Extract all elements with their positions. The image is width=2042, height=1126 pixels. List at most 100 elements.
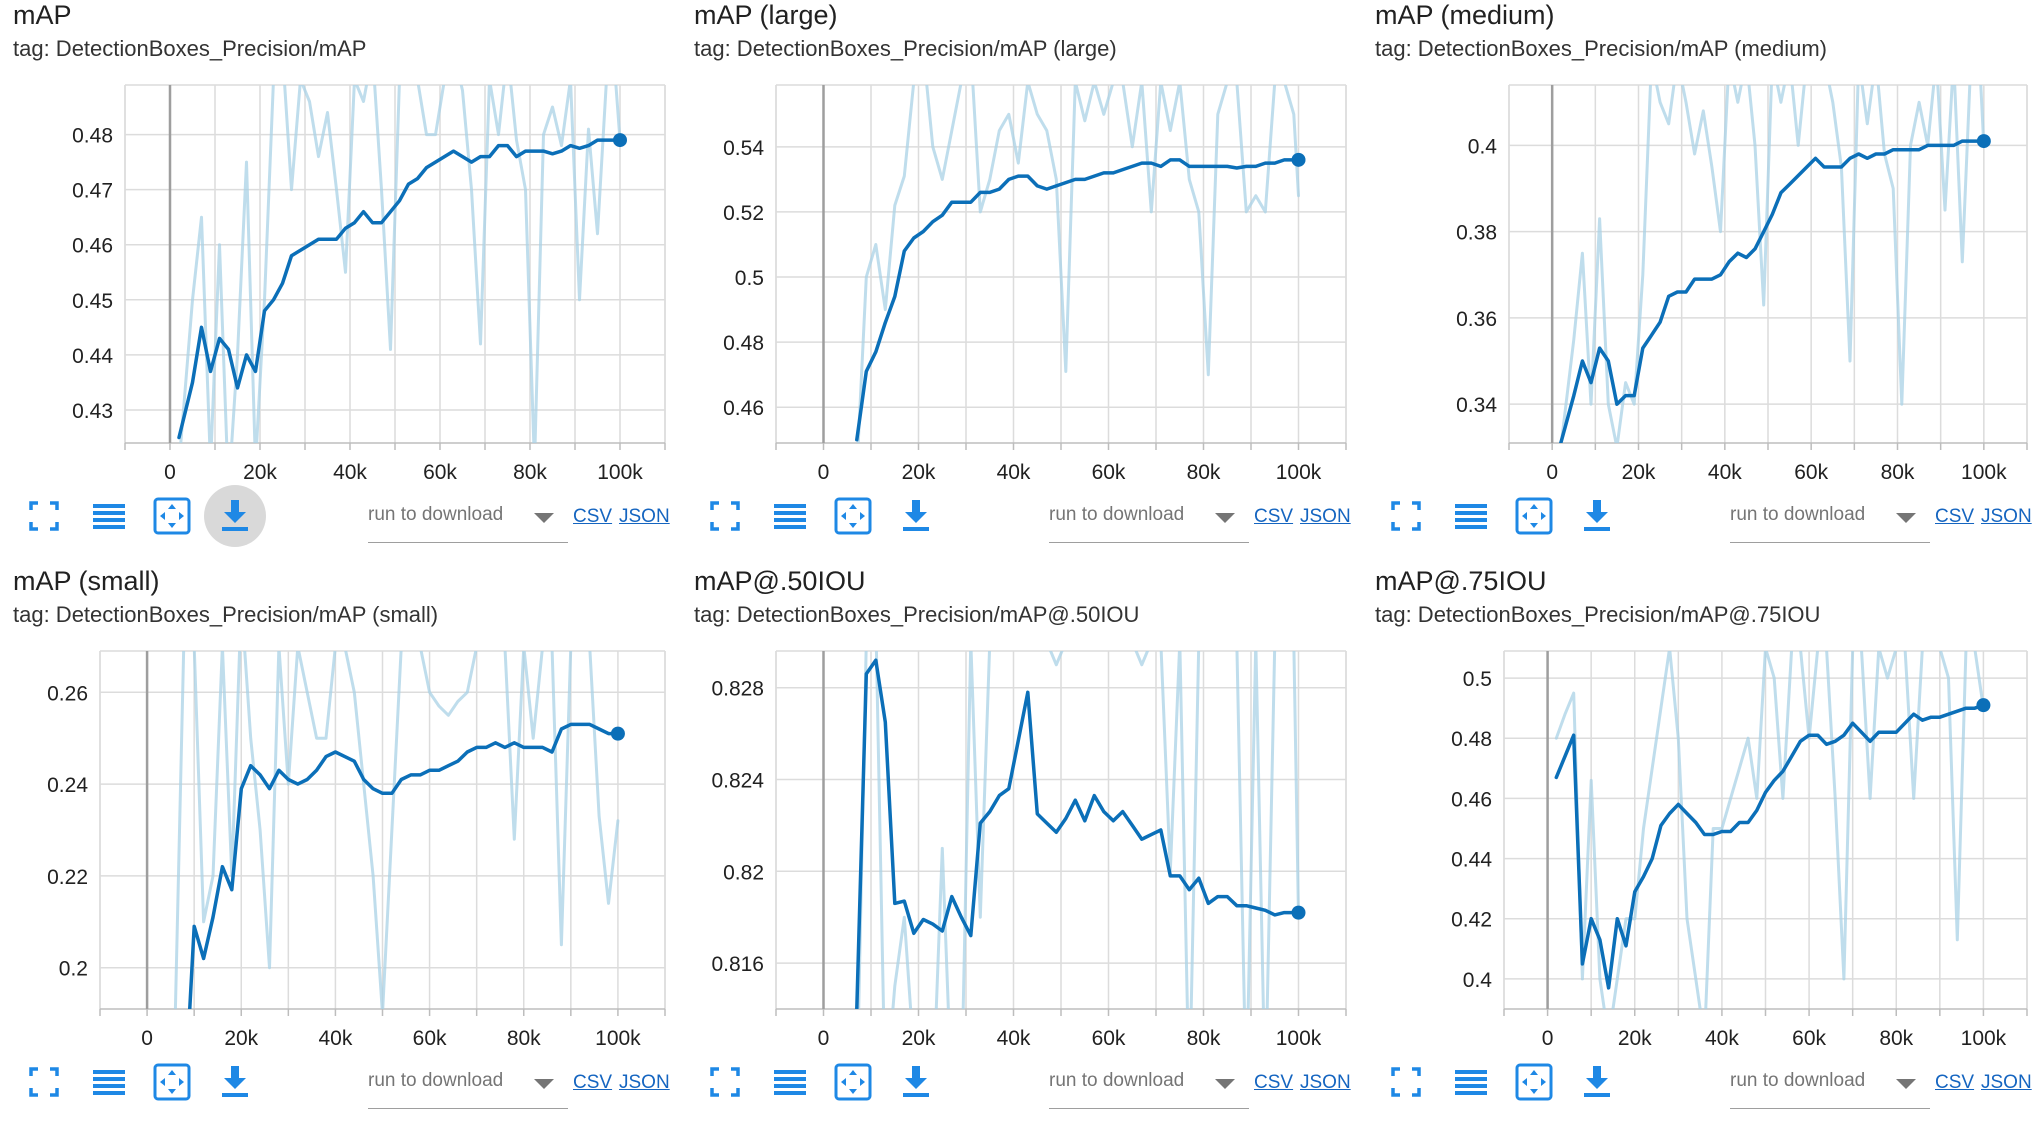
x-tick-label: 40k <box>1705 1027 1739 1050</box>
csv-link[interactable]: CSV <box>1935 506 1975 527</box>
run-select-placeholder: run to download <box>1049 504 1185 525</box>
smoothed-series-line <box>1559 139 1986 443</box>
x-tick-label: 80k <box>1879 1027 1913 1050</box>
json-link[interactable]: JSON <box>619 506 670 527</box>
raw-series-line <box>856 85 1300 443</box>
json-link[interactable]: JSON <box>1300 1072 1351 1093</box>
y-tick-label: 0.828 <box>711 678 764 701</box>
x-tick-label: 0 <box>818 461 830 484</box>
x-tick-label: 80k <box>1187 1027 1221 1050</box>
x-tick-label: 100k <box>1276 461 1322 484</box>
x-tick-label: 0 <box>141 1027 153 1050</box>
chart-card: mAP (large) tag: DetectionBoxes_Precision… <box>681 0 1361 560</box>
chart-title: mAP (large) <box>694 0 838 30</box>
run-select-placeholder: run to download <box>1049 1070 1185 1091</box>
json-link[interactable]: JSON <box>1300 506 1351 527</box>
toggle-log-icon[interactable] <box>1443 488 1499 544</box>
x-tick-label: 100k <box>597 461 643 484</box>
y-tick-label: 0.34 <box>1456 394 1497 417</box>
y-tick-label: 0.45 <box>72 290 113 313</box>
raw-series-line <box>179 85 622 443</box>
json-link[interactable]: JSON <box>619 1072 670 1093</box>
x-tick-label: 40k <box>333 461 367 484</box>
fullscreen-icon[interactable] <box>16 1054 72 1110</box>
fit-domain-icon[interactable] <box>825 488 881 544</box>
run-to-download-select[interactable]: run to download <box>368 500 568 543</box>
y-tick-label: 0.48 <box>72 125 113 148</box>
csv-link[interactable]: CSV <box>1935 1072 1975 1093</box>
y-tick-label: 0.24 <box>47 774 88 797</box>
y-tick-label: 0.4 <box>1463 969 1493 992</box>
raw-series-line <box>1559 85 1986 443</box>
fullscreen-icon[interactable] <box>1378 488 1434 544</box>
x-tick-label: 0 <box>1542 1027 1554 1050</box>
fit-domain-icon[interactable] <box>144 488 200 544</box>
download-icon[interactable] <box>888 1054 944 1110</box>
download-icon[interactable] <box>1569 1054 1625 1110</box>
chart-tag: tag: DetectionBoxes_Precision/mAP (small… <box>13 602 439 627</box>
toggle-log-icon[interactable] <box>81 1054 137 1110</box>
fit-domain-icon[interactable] <box>1506 488 1562 544</box>
y-tick-label: 0.38 <box>1456 222 1497 245</box>
last-value-marker <box>1976 698 1991 713</box>
download-icon[interactable] <box>888 488 944 544</box>
last-value-marker <box>1976 134 1991 149</box>
y-tick-label: 0.46 <box>723 397 764 420</box>
run-to-download-select[interactable]: run to download <box>368 1066 568 1109</box>
chevron-down-icon <box>1896 1079 1916 1089</box>
chart-title: mAP <box>13 0 72 30</box>
run-to-download-select[interactable]: run to download <box>1730 500 1930 543</box>
chart-title: mAP@.50IOU <box>694 566 866 596</box>
fullscreen-icon[interactable] <box>16 488 72 544</box>
y-tick-label: 0.824 <box>711 770 764 793</box>
y-tick-label: 0.42 <box>1451 909 1492 932</box>
smoothed-series-line <box>177 138 622 440</box>
csv-link[interactable]: CSV <box>1254 506 1294 527</box>
fit-domain-icon[interactable] <box>144 1054 200 1110</box>
x-tick-label: 20k <box>1618 1027 1652 1050</box>
csv-link[interactable]: CSV <box>573 1072 613 1093</box>
fit-domain-icon[interactable] <box>825 1054 881 1110</box>
chart-card: mAP (small) tag: DetectionBoxes_Precision… <box>0 566 680 1126</box>
json-link[interactable]: JSON <box>1981 1072 2032 1093</box>
download-icon[interactable] <box>1569 488 1625 544</box>
x-tick-label: 60k <box>423 461 457 484</box>
fullscreen-icon[interactable] <box>697 1054 753 1110</box>
y-tick-label: 0.26 <box>47 682 88 705</box>
toggle-log-icon[interactable] <box>1443 1054 1499 1110</box>
fullscreen-icon[interactable] <box>1378 1054 1434 1110</box>
csv-link[interactable]: CSV <box>573 506 613 527</box>
run-to-download-select[interactable]: run to download <box>1049 1066 1249 1109</box>
y-tick-label: 0.47 <box>72 180 113 203</box>
x-tick-label: 80k <box>507 1027 541 1050</box>
toggle-log-icon[interactable] <box>762 488 818 544</box>
x-tick-label: 40k <box>997 1027 1031 1050</box>
run-to-download-select[interactable]: run to download <box>1049 500 1249 543</box>
csv-link[interactable]: CSV <box>1254 1072 1294 1093</box>
run-select-placeholder: run to download <box>368 504 504 525</box>
download-icon[interactable] <box>204 485 266 547</box>
y-tick-label: 0.48 <box>1451 728 1492 751</box>
x-tick-label: 80k <box>1187 461 1221 484</box>
y-tick-label: 0.52 <box>723 202 764 225</box>
y-tick-label: 0.816 <box>711 953 764 976</box>
toggle-log-icon[interactable] <box>81 488 137 544</box>
json-link[interactable]: JSON <box>1981 506 2032 527</box>
x-tick-label: 40k <box>318 1027 352 1050</box>
x-tick-label: 100k <box>1961 1027 2007 1050</box>
x-tick-label: 0 <box>164 461 176 484</box>
x-tick-label: 80k <box>1881 461 1915 484</box>
fit-domain-icon[interactable] <box>1506 1054 1562 1110</box>
download-icon[interactable] <box>207 1054 263 1110</box>
raw-series-line <box>173 651 620 1009</box>
run-to-download-select[interactable]: run to download <box>1730 1066 1930 1109</box>
smoothed-series-line <box>187 722 620 1009</box>
x-tick-label: 20k <box>224 1027 258 1050</box>
toggle-log-icon[interactable] <box>762 1054 818 1110</box>
raw-series-line <box>857 651 1300 1009</box>
fullscreen-icon[interactable] <box>697 488 753 544</box>
x-tick-label: 20k <box>243 461 277 484</box>
chevron-down-icon <box>1215 513 1235 523</box>
run-select-placeholder: run to download <box>1730 504 1866 525</box>
